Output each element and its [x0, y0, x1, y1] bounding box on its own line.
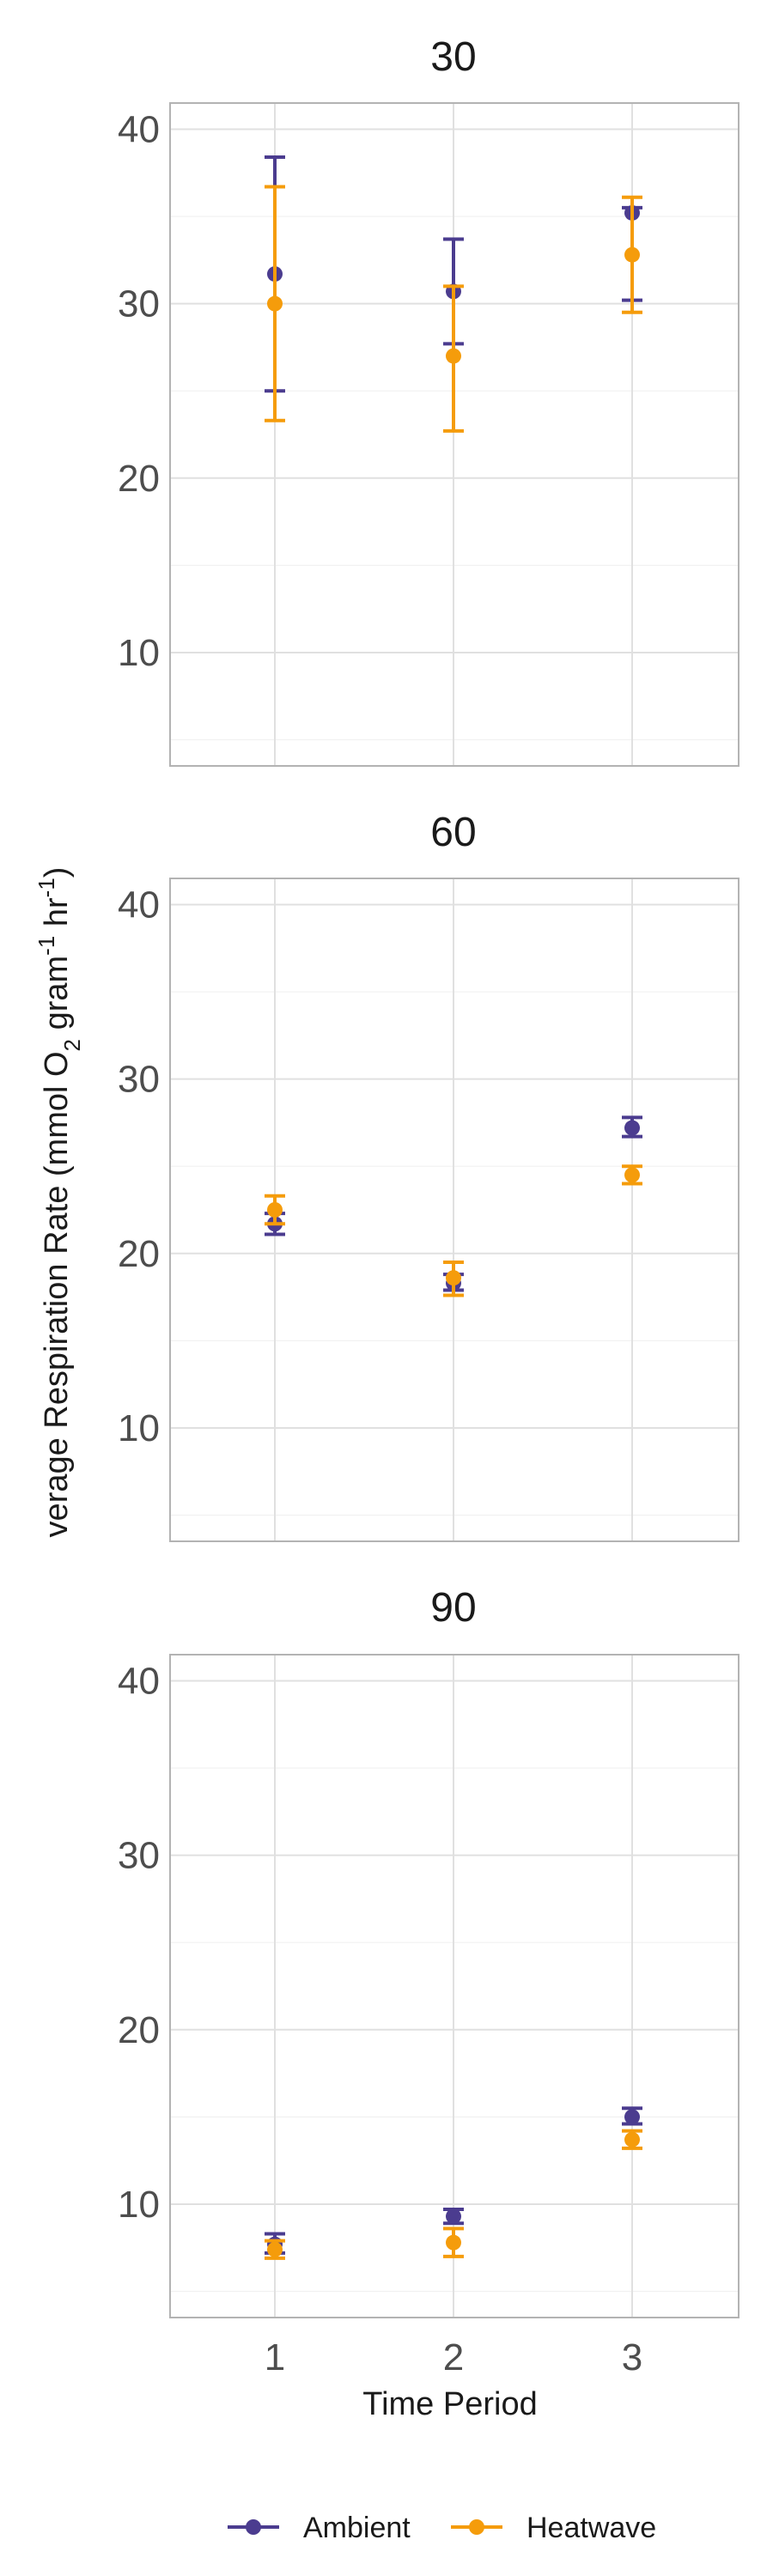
panel-90-ambient-point-2	[446, 2208, 461, 2225]
y-axis-title-superscript-1: -1	[33, 936, 59, 956]
panel-30-y-tick-30: 30	[118, 283, 160, 325]
panel-30-heatwave-point-2	[446, 348, 461, 364]
panel-90-title: 90	[430, 1585, 476, 1631]
y-axis-title-subscript: 2	[59, 1039, 85, 1051]
panel-90-ambient-point-3	[624, 2109, 640, 2125]
panel-60-y-tick-20: 20	[118, 1233, 160, 1275]
panel-30-heatwave-point-3	[624, 246, 640, 263]
panel-60-heatwave-point-1	[267, 1202, 283, 1218]
y-axis-title-unit: gram	[39, 956, 75, 1039]
panel-60-title: 60	[430, 810, 476, 855]
panel-30-heatwave-point-1	[267, 295, 283, 312]
panel-60-y-tick-30: 30	[118, 1059, 160, 1101]
x-tick-1: 1	[265, 2336, 285, 2379]
y-axis-title-unit-2: hr	[39, 897, 75, 936]
panel-60-border	[169, 878, 740, 1542]
y-axis-title-close: )	[39, 867, 75, 878]
panel-90-heatwave-point-3	[624, 2131, 640, 2148]
panel-90-y-tick-40: 40	[118, 1660, 160, 1702]
panel-30-title: 30	[430, 34, 476, 80]
panel-90-y-tick-20: 20	[118, 2009, 160, 2051]
panel-90-border	[169, 1654, 740, 2318]
panel-30-y-tick-10: 10	[118, 632, 160, 674]
panel-30-y-tick-20: 20	[118, 458, 160, 500]
panel-60-heatwave-point-3	[624, 1167, 640, 1183]
legend-label-heatwave: Heatwave	[526, 2512, 656, 2544]
panel-30-y-tick-40: 40	[118, 108, 160, 150]
legend-key-point-ambient	[246, 2519, 261, 2535]
panel-90-heatwave-point-1	[267, 2241, 283, 2257]
panel-90-y-tick-10: 10	[118, 2184, 160, 2226]
panel-30-border	[169, 102, 740, 767]
x-tick-2: 2	[443, 2336, 464, 2379]
panel-90-heatwave-point-2	[446, 2234, 461, 2251]
panel-60-y-tick-40: 40	[118, 884, 160, 926]
legend-key-point-heatwave	[469, 2519, 484, 2535]
x-tick-3: 3	[622, 2336, 642, 2379]
panel-60-ambient-point-3	[624, 1120, 640, 1136]
panel-60-y-tick-10: 10	[118, 1407, 160, 1449]
y-axis-title-superscript-2: -1	[33, 878, 59, 897]
panel-90-y-tick-30: 30	[118, 1835, 160, 1877]
y-axis-title-main: verage Respiration Rate (mmol O	[39, 1051, 75, 1537]
panel-60-heatwave-point-2	[446, 1270, 461, 1286]
legend-label-ambient: Ambient	[303, 2512, 411, 2544]
y-axis-title: verage Respiration Rate (mmol O2 gram-1 …	[33, 867, 85, 1538]
x-axis-title: Time Period	[362, 2386, 537, 2422]
